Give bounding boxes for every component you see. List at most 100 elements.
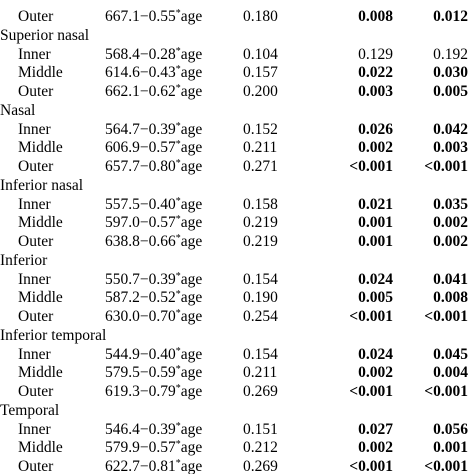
equation-coefficients: 662.1−0.62 — [105, 83, 176, 100]
row-label: Middle — [18, 364, 63, 382]
p-value-adjusted: 0.003 — [433, 139, 468, 157]
equation-coefficients: 606.9−0.57 — [105, 139, 176, 157]
equation-coefficients: 564.7−0.39 — [105, 120, 176, 138]
row-label: Outer — [18, 158, 54, 175]
equation-asterisk: * — [175, 64, 181, 76]
p-value: 0.024 — [358, 270, 393, 288]
group-heading: Superior nasal — [0, 26, 90, 44]
equation-variable: age — [180, 8, 203, 25]
p-value-adjusted: <0.001 — [424, 308, 468, 325]
equation: 606.9−0.57*age — [105, 139, 202, 157]
equation: 546.4−0.39*age — [105, 421, 202, 439]
p-value-adjusted: 0.002 — [433, 214, 468, 232]
p-value-adjusted: 0.008 — [433, 289, 468, 307]
row-label: Outer — [18, 308, 54, 325]
group-heading: Inferior — [0, 251, 48, 269]
equation-asterisk: * — [175, 420, 181, 432]
r-value: 0.152 — [243, 120, 278, 138]
equation: 662.1−0.62*age — [105, 83, 202, 101]
r-value: 0.219 — [243, 214, 278, 232]
equation-variable: age — [180, 364, 203, 382]
r-value: 0.154 — [243, 270, 278, 288]
equation-asterisk: * — [175, 195, 181, 207]
group-heading: Nasal — [0, 101, 36, 119]
p-value-adjusted: 0.192 — [433, 45, 468, 63]
equation: 638.8−0.66*age — [105, 233, 202, 251]
equation: 568.4−0.28*age — [105, 46, 202, 64]
p-value: 0.022 — [358, 64, 393, 82]
p-value: 0.002 — [358, 364, 393, 382]
equation-coefficients: 557.5−0.40 — [105, 195, 176, 213]
p-value-adjusted: 0.002 — [433, 233, 468, 250]
p-value-adjusted: <0.001 — [424, 383, 468, 400]
p-value-adjusted: 0.045 — [433, 345, 468, 363]
row-label: Outer — [18, 83, 54, 100]
equation-coefficients: 657.7−0.80 — [105, 158, 176, 175]
r-value: 0.158 — [243, 195, 278, 213]
p-value-adjusted: 0.041 — [433, 270, 468, 288]
equation: 657.7−0.80*age — [105, 158, 202, 176]
p-value: 0.001 — [358, 233, 393, 250]
equation-variable: age — [180, 120, 203, 138]
equation-variable: age — [180, 458, 203, 474]
row-label: Middle — [18, 289, 63, 307]
equation-asterisk: * — [175, 139, 181, 151]
equation-coefficients: 568.4−0.28 — [105, 45, 176, 63]
p-value-adjusted: 0.012 — [433, 8, 468, 25]
equation-asterisk: * — [175, 45, 181, 57]
equation: 579.9−0.57*age — [105, 439, 202, 457]
row-label: Inner — [18, 195, 51, 213]
row-label: Inner — [18, 270, 51, 288]
equation-variable: age — [180, 214, 203, 232]
p-value: <0.001 — [349, 158, 393, 175]
r-value: 0.211 — [243, 139, 278, 157]
p-value: 0.005 — [358, 289, 393, 307]
equation-asterisk: * — [175, 345, 181, 357]
equation-coefficients: 587.2−0.52 — [105, 289, 176, 307]
equation-asterisk: * — [175, 308, 181, 319]
row-label: Inner — [18, 345, 51, 363]
equation-coefficients: 550.7−0.39 — [105, 270, 176, 288]
equation-coefficients: 597.0−0.57 — [105, 214, 176, 232]
equation-variable: age — [180, 439, 203, 457]
p-value: 0.001 — [358, 214, 393, 232]
equation-variable: age — [180, 158, 203, 175]
r-value: 0.211 — [243, 364, 278, 382]
row-label: Inner — [18, 420, 51, 438]
equation: 587.2−0.52*age — [105, 289, 202, 307]
p-value: 0.129 — [358, 45, 393, 63]
equation-coefficients: 546.4−0.39 — [105, 420, 176, 438]
r-value: 0.269 — [243, 458, 278, 474]
equation-variable: age — [180, 64, 203, 82]
equation-variable: age — [180, 45, 203, 63]
p-value: <0.001 — [349, 308, 393, 325]
row-label: Outer — [18, 383, 54, 400]
equation: 630.0−0.70*age — [105, 308, 202, 326]
equation-variable: age — [180, 195, 203, 213]
p-value-adjusted: 0.035 — [433, 195, 468, 213]
row-label: Inner — [18, 120, 51, 138]
equation-variable: age — [180, 383, 203, 400]
equation-variable: age — [180, 420, 203, 438]
equation-asterisk: * — [175, 83, 181, 94]
equation-asterisk: * — [175, 270, 181, 282]
r-value: 0.269 — [243, 383, 278, 400]
p-value-adjusted: 0.001 — [433, 439, 468, 457]
r-value: 0.212 — [243, 439, 278, 457]
p-value: 0.002 — [358, 439, 393, 457]
equation-variable: age — [180, 289, 203, 307]
equation-asterisk: * — [175, 439, 181, 451]
equation: 622.7−0.81*age — [105, 458, 202, 474]
equation: 579.5−0.59*age — [105, 364, 202, 382]
row-label: Middle — [18, 139, 63, 157]
row-label: Middle — [18, 64, 63, 82]
row-label: Middle — [18, 214, 63, 232]
p-value: 0.021 — [358, 195, 393, 213]
p-value: 0.002 — [358, 139, 393, 157]
equation: 597.0−0.57*age — [105, 214, 202, 232]
equation-coefficients: 579.9−0.57 — [105, 439, 176, 457]
p-value-adjusted: 0.030 — [433, 64, 468, 82]
p-value-adjusted: <0.001 — [424, 158, 468, 175]
p-value: 0.003 — [358, 83, 393, 100]
